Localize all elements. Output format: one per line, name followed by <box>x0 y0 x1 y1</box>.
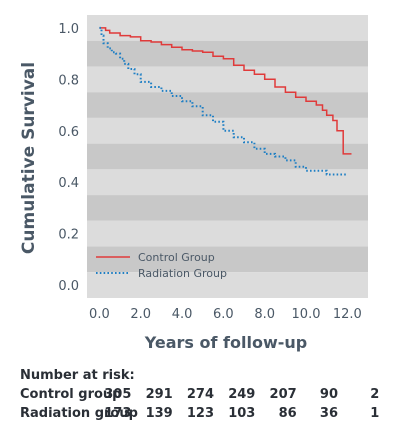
background-band <box>87 143 368 170</box>
legend-label-control: Control Group <box>138 251 215 264</box>
risk-value: 2 <box>370 387 380 402</box>
y-tick-label: 0.4 <box>58 176 79 191</box>
risk-value: 249 <box>228 387 256 402</box>
risk-value: 86 <box>278 406 297 421</box>
y-tick-label: 0.8 <box>58 73 79 88</box>
x-axis-title: Years of follow-up <box>144 333 307 352</box>
number-at-risk-table: Number at risk: Control group 305 291 27… <box>20 368 395 425</box>
legend-label-radiation: Radiation Group <box>138 267 227 280</box>
y-axis-title: Cumulative Survival <box>19 62 39 254</box>
background-band <box>87 40 368 67</box>
background-band <box>87 246 368 273</box>
risk-value: 139 <box>145 406 173 421</box>
y-tick-label: 0.6 <box>58 125 79 140</box>
background-band <box>87 272 368 298</box>
background-band <box>87 117 368 144</box>
risk-value: 103 <box>228 406 256 421</box>
background-band <box>87 220 368 247</box>
risk-value: 305 <box>104 387 132 402</box>
survival-chart: 0.0 0.2 0.4 0.6 0.8 1.0 0.0 2.0 4.0 6.0 8.0 10.0 12… <box>19 15 368 352</box>
risk-value: 291 <box>145 387 173 402</box>
risk-value: 1 <box>370 406 380 421</box>
y-tick-labels: 0.0 0.2 0.4 0.6 0.8 1.0 <box>58 22 79 294</box>
x-tick-label: 0.0 <box>89 307 110 322</box>
x-tick-label: 6.0 <box>213 307 234 322</box>
risk-row-label: Control group <box>20 387 122 402</box>
risk-value: 274 <box>186 387 215 402</box>
x-tick-label: 10.0 <box>292 307 321 322</box>
risk-row-control: Control group 305 291 274 249 207 90 2 <box>20 387 395 406</box>
background-band <box>87 169 368 196</box>
x-tick-label: 4.0 <box>172 307 193 322</box>
risk-value: 36 <box>319 406 338 421</box>
risk-row-radiation: Radiation group 173 139 123 103 86 36 1 <box>20 406 395 425</box>
background-band <box>87 92 368 118</box>
legend: Control Group Radiation Group <box>96 251 227 280</box>
y-tick-label: 0.0 <box>58 279 79 294</box>
risk-value: 90 <box>319 387 338 402</box>
radiation-group-curve <box>99 26 348 176</box>
risk-value: 123 <box>186 406 215 421</box>
x-tick-label: 12.0 <box>333 307 362 322</box>
background-band <box>87 66 368 93</box>
background-band <box>87 195 368 221</box>
x-tick-labels: 0.0 2.0 4.0 6.0 8.0 10.0 12.0 <box>89 307 362 322</box>
x-tick-label: 2.0 <box>130 307 151 322</box>
risk-value: 173 <box>104 406 132 421</box>
risk-table-title: Number at risk: <box>20 368 135 383</box>
risk-value: 207 <box>269 387 297 402</box>
series-lines <box>99 26 352 176</box>
background-band <box>87 15 368 41</box>
control-group-curve <box>99 27 352 155</box>
risk-row-label: Radiation group <box>20 406 138 421</box>
y-tick-label: 0.2 <box>58 228 79 243</box>
background-bands <box>87 15 368 298</box>
x-tick-label: 8.0 <box>254 307 275 322</box>
y-tick-label: 1.0 <box>58 22 79 37</box>
